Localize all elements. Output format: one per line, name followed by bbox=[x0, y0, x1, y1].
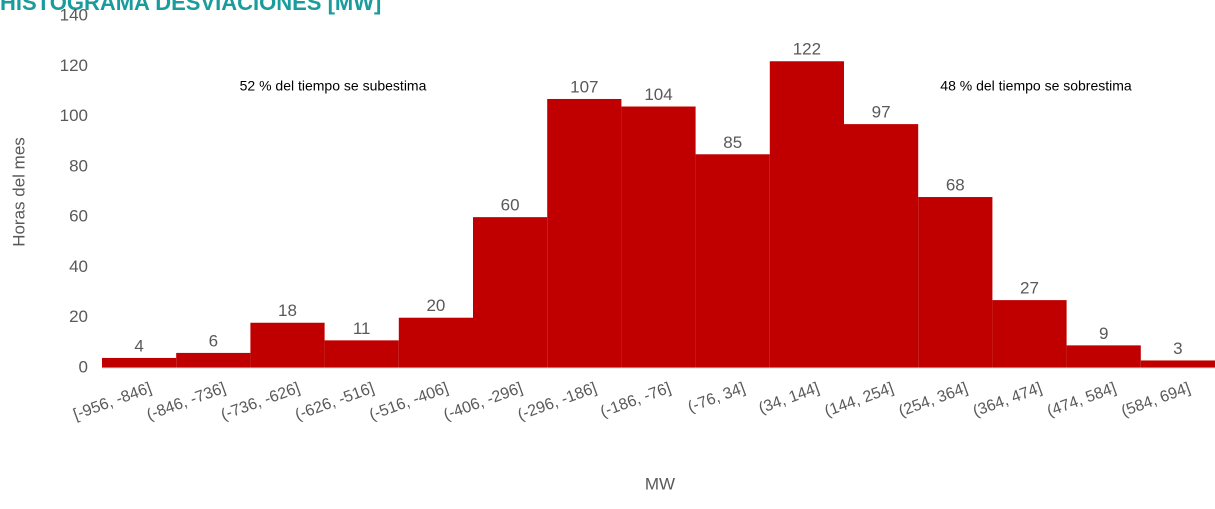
bar bbox=[992, 300, 1067, 368]
annotation: 48 % del tiempo se sobrestima bbox=[940, 78, 1132, 94]
x-tick-label: (-626, -516] bbox=[293, 380, 377, 424]
y-tick-label: 80 bbox=[69, 156, 88, 175]
bar bbox=[250, 322, 325, 368]
x-tick-label: (254, 364] bbox=[897, 380, 971, 421]
bar bbox=[324, 340, 399, 368]
bar bbox=[918, 197, 993, 368]
x-tick-label: (-846, -736] bbox=[145, 380, 229, 424]
value-label: 3 bbox=[1173, 339, 1182, 358]
x-tick-label: (474, 584] bbox=[1045, 380, 1119, 421]
value-label: 104 bbox=[644, 85, 672, 104]
value-label: 107 bbox=[570, 77, 598, 96]
x-tick-label: (-76, 34] bbox=[686, 380, 748, 416]
bar bbox=[1140, 360, 1215, 368]
value-label: 97 bbox=[872, 103, 891, 122]
y-tick-label: 120 bbox=[60, 56, 88, 75]
value-label: 20 bbox=[426, 296, 445, 315]
y-tick-label: 20 bbox=[69, 307, 88, 326]
bar bbox=[769, 61, 844, 368]
bar bbox=[102, 357, 177, 368]
annotation: 52 % del tiempo se subestima bbox=[240, 78, 427, 94]
value-label: 68 bbox=[946, 176, 965, 195]
bar bbox=[695, 154, 770, 368]
y-tick-label: 0 bbox=[79, 357, 88, 376]
bar bbox=[547, 98, 622, 368]
x-tick-label: (584, 694] bbox=[1119, 380, 1193, 421]
value-label: 9 bbox=[1099, 324, 1108, 343]
x-tick-label: (-516, -406] bbox=[367, 380, 451, 424]
x-tick-label: (-186, -76] bbox=[598, 380, 673, 421]
x-tick-label: (144, 254] bbox=[822, 380, 896, 421]
value-label: 122 bbox=[793, 40, 821, 59]
y-tick-label: 100 bbox=[60, 106, 88, 125]
bar bbox=[398, 317, 473, 368]
bar bbox=[473, 217, 548, 368]
value-label: 27 bbox=[1020, 279, 1039, 298]
y-tick-label: 40 bbox=[69, 257, 88, 276]
y-tick-label: 60 bbox=[69, 207, 88, 226]
value-label: 60 bbox=[501, 196, 520, 215]
chart-title: HISTOGRAMA DESVIACIONES [MW] bbox=[0, 0, 381, 15]
x-tick-label: (364, 474] bbox=[971, 380, 1045, 421]
x-axis-label: MW bbox=[645, 474, 675, 493]
x-tick-label: (34, 144] bbox=[757, 380, 822, 418]
x-tick-label: (-736, -626] bbox=[219, 380, 303, 424]
bar bbox=[844, 124, 919, 368]
bar bbox=[621, 106, 696, 368]
value-label: 11 bbox=[353, 319, 371, 338]
x-tick-label: [-956, -846] bbox=[71, 380, 154, 424]
y-tick-label: 140 bbox=[60, 5, 88, 24]
value-label: 85 bbox=[723, 133, 742, 152]
value-label: 18 bbox=[278, 301, 297, 320]
value-label: 6 bbox=[209, 331, 218, 350]
x-tick-label: (-406, -296] bbox=[441, 380, 525, 424]
bar bbox=[1066, 345, 1141, 368]
y-axis-label: Horas del mes bbox=[9, 137, 28, 247]
x-tick-label: (-296, -186] bbox=[516, 380, 600, 424]
value-label: 4 bbox=[134, 336, 143, 355]
bar bbox=[176, 352, 251, 368]
